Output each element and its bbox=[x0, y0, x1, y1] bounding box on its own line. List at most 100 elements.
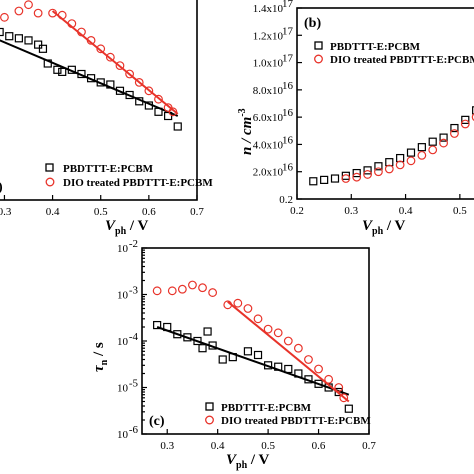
data-point-square bbox=[0, 27, 4, 37]
x-tick-label: 0.5 bbox=[94, 206, 108, 218]
data-point-square bbox=[53, 65, 62, 74]
data-point-square bbox=[274, 362, 283, 371]
y-tick-exponent: -3 bbox=[129, 285, 139, 297]
data-point-square bbox=[198, 344, 207, 353]
data-point-square bbox=[153, 320, 162, 330]
y-tick-label: 8.0x10 bbox=[253, 85, 284, 97]
panel-b-legend-label-1: DIO treated PBDTTT-E:PCBM bbox=[330, 54, 474, 66]
panel-c-y-label: τn / s bbox=[91, 342, 110, 372]
panel-a-x-label: Vph / V bbox=[105, 218, 149, 237]
panel-c: 10-610-510-410-310-2 0.3 0.4 0.5 0.6 0.7 (c)… bbox=[91, 238, 376, 471]
x-tick-label: 0.7 bbox=[190, 206, 204, 218]
fit-line-series-1 bbox=[51, 10, 179, 115]
data-point-square bbox=[304, 375, 313, 384]
x-tick-label: 0.6 bbox=[142, 206, 156, 218]
panel-c-legend-label-1: DIO treated PBDTTT-E:PCBM bbox=[221, 415, 371, 427]
data-point-square bbox=[320, 175, 329, 184]
data-point-circle bbox=[334, 383, 344, 392]
data-point-circle bbox=[471, 113, 474, 121]
y-tick-exponent: -6 bbox=[129, 424, 139, 436]
y-tick-exponent: 17 bbox=[282, 0, 294, 10]
fit-line-series-0 bbox=[0, 39, 179, 117]
data-point-square bbox=[24, 36, 33, 45]
y-tick-exponent: 17 bbox=[282, 25, 294, 37]
x-tick-label: 0.3 bbox=[0, 206, 12, 218]
data-point-circle bbox=[324, 374, 334, 384]
y-tick-exponent: -5 bbox=[129, 378, 139, 390]
data-point-circle bbox=[273, 328, 283, 338]
data-point-circle bbox=[67, 19, 77, 29]
y-tick-exponent: -4 bbox=[129, 331, 139, 343]
panel-a-legend-label-0: PBDTTT-E:PCBM bbox=[63, 163, 154, 175]
y-tick-label: 10 bbox=[117, 290, 129, 302]
data-point-square bbox=[208, 341, 217, 350]
data-point-square bbox=[77, 69, 86, 79]
data-point-circle bbox=[0, 12, 9, 22]
data-point-circle bbox=[198, 283, 207, 293]
data-point-square bbox=[450, 123, 459, 133]
data-point-square bbox=[135, 97, 144, 106]
panel-a-legend-label-1: DIO treated PBDTTT-E:PCBM bbox=[63, 177, 213, 189]
data-point-square bbox=[58, 67, 67, 77]
data-point-circle bbox=[339, 393, 349, 403]
panel-b-frame bbox=[296, 7, 474, 200]
data-point-square bbox=[144, 101, 153, 110]
data-point-circle bbox=[115, 61, 125, 70]
data-point-square bbox=[164, 111, 173, 121]
x-tick-label: 0.4 bbox=[211, 440, 225, 452]
data-point-circle bbox=[96, 44, 106, 54]
data-point-square bbox=[163, 322, 172, 332]
panel-a-legend-square-marker bbox=[45, 163, 54, 172]
y-tick-label: 1.2x10 bbox=[253, 30, 284, 42]
panel-b-legend-label-0: PBDTTT-E:PCBM bbox=[330, 41, 421, 53]
data-point-square bbox=[5, 32, 14, 41]
y-tick-label: 1.4x10 bbox=[253, 3, 284, 15]
data-point-circle bbox=[450, 129, 459, 138]
x-tick-label: 0.4 bbox=[46, 206, 60, 218]
panel-c-x-label: Vph / V bbox=[226, 452, 270, 471]
y-tick-exponent: 16 bbox=[282, 107, 294, 119]
data-point-circle bbox=[77, 27, 86, 37]
y-tick-exponent: 17 bbox=[282, 53, 294, 65]
data-point-square bbox=[115, 86, 125, 95]
data-point-square bbox=[38, 44, 48, 53]
data-point-square bbox=[334, 387, 343, 397]
data-point-square bbox=[341, 171, 350, 180]
data-point-circle bbox=[304, 355, 313, 364]
data-point-circle bbox=[152, 286, 162, 296]
data-point-circle bbox=[48, 8, 57, 18]
data-point-circle bbox=[384, 164, 394, 174]
data-point-circle bbox=[14, 6, 24, 16]
data-point-square bbox=[406, 148, 416, 157]
data-point-square bbox=[203, 327, 212, 336]
y-tick-label: 4.0x10 bbox=[253, 139, 284, 151]
data-point-circle bbox=[24, 0, 33, 10]
data-point-circle bbox=[223, 300, 233, 310]
data-point-square bbox=[374, 162, 383, 171]
x-tick-label: 0.5 bbox=[261, 440, 275, 452]
panel-c-legend-label-0: PBDTTT-E:PCBM bbox=[221, 402, 312, 414]
data-point-square bbox=[43, 59, 52, 68]
x-tick-label: 0.3 bbox=[344, 205, 358, 217]
y-tick-exponent: -2 bbox=[129, 238, 138, 250]
data-point-circle bbox=[428, 145, 438, 155]
panel-b-legend-circle-marker bbox=[314, 54, 323, 64]
y-tick-label: 10 bbox=[117, 429, 129, 441]
y-tick-label: 10 bbox=[117, 243, 129, 255]
data-point-square bbox=[86, 74, 96, 83]
data-point-square bbox=[314, 379, 323, 388]
data-point-square bbox=[243, 347, 253, 356]
data-point-circle bbox=[188, 280, 197, 290]
data-point-circle bbox=[168, 107, 178, 117]
data-point-square bbox=[264, 361, 273, 370]
data-point-circle bbox=[293, 343, 303, 353]
data-point-square bbox=[309, 177, 318, 186]
data-point-square bbox=[461, 115, 470, 124]
data-point-circle bbox=[253, 314, 263, 324]
data-point-square bbox=[253, 350, 263, 360]
data-point-square bbox=[173, 122, 182, 131]
data-point-circle bbox=[177, 284, 187, 294]
data-point-square bbox=[125, 90, 134, 100]
data-point-square bbox=[34, 40, 43, 49]
